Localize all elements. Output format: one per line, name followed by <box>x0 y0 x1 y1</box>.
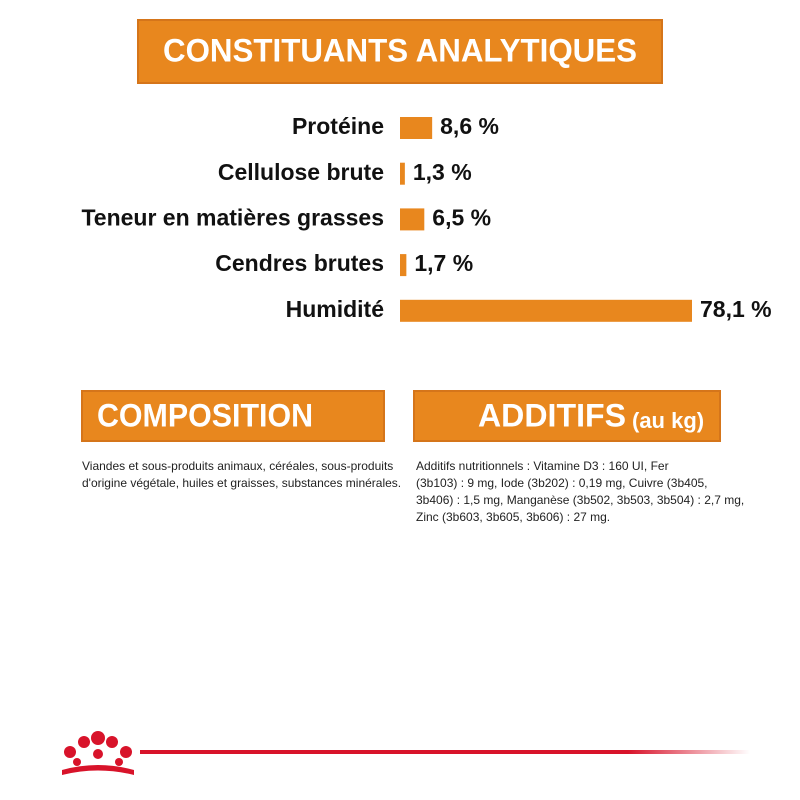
bar <box>400 299 692 322</box>
value-label: 1,7 % <box>414 250 473 276</box>
value-label: 6,5 % <box>432 204 491 230</box>
category-label: Humidité <box>286 296 384 322</box>
bar <box>400 254 407 277</box>
text-line: Additifs nutritionnels : Vitamine D3 : 1… <box>416 459 669 473</box>
bar <box>400 208 425 231</box>
value-label: 1,3 % <box>413 159 472 185</box>
title-band <box>137 19 663 84</box>
text-line: Zinc (3b603, 3b605, 3b606) : 27 mg. <box>416 510 610 524</box>
bar <box>400 162 405 185</box>
category-label: Cendres brutes <box>215 250 384 276</box>
logo <box>62 731 134 775</box>
bar <box>400 117 433 139</box>
category-label: Protéine <box>292 113 384 139</box>
composition-text: Viandes et sous-produits animaux, céréal… <box>82 459 401 490</box>
category-label: Cellulose brute <box>218 159 384 185</box>
additifs-band <box>413 390 721 442</box>
composition-title: COMPOSITION <box>97 397 313 433</box>
additifs-text: Additifs nutritionnels : Vitamine D3 : 1… <box>416 459 744 524</box>
additifs-subtitle: (au kg) <box>632 408 704 433</box>
text-line: Viandes et sous-produits animaux, céréal… <box>82 459 393 473</box>
value-label: 8,6 % <box>440 113 499 139</box>
composition-band <box>81 390 385 442</box>
category-label: Teneur en matières grasses <box>81 204 384 230</box>
additifs-title: ADDITIFS <box>478 397 626 433</box>
footer-line <box>140 750 750 754</box>
text-line: 3b406) : 1,5 mg, Manganèse (3b502, 3b503… <box>416 493 744 507</box>
chart-title: CONSTITUANTS ANALYTIQUES <box>163 32 637 68</box>
value-label: 78,1 % <box>700 296 772 322</box>
text-line: d'origine végétale, huiles et graisses, … <box>82 476 401 490</box>
bars: Protéine 8,6 % Cellulose brute 1,3 % Teneur … <box>81 113 771 322</box>
text-line: (3b103) : 9 mg, Iode (3b202) : 0,19 mg, … <box>416 476 708 490</box>
